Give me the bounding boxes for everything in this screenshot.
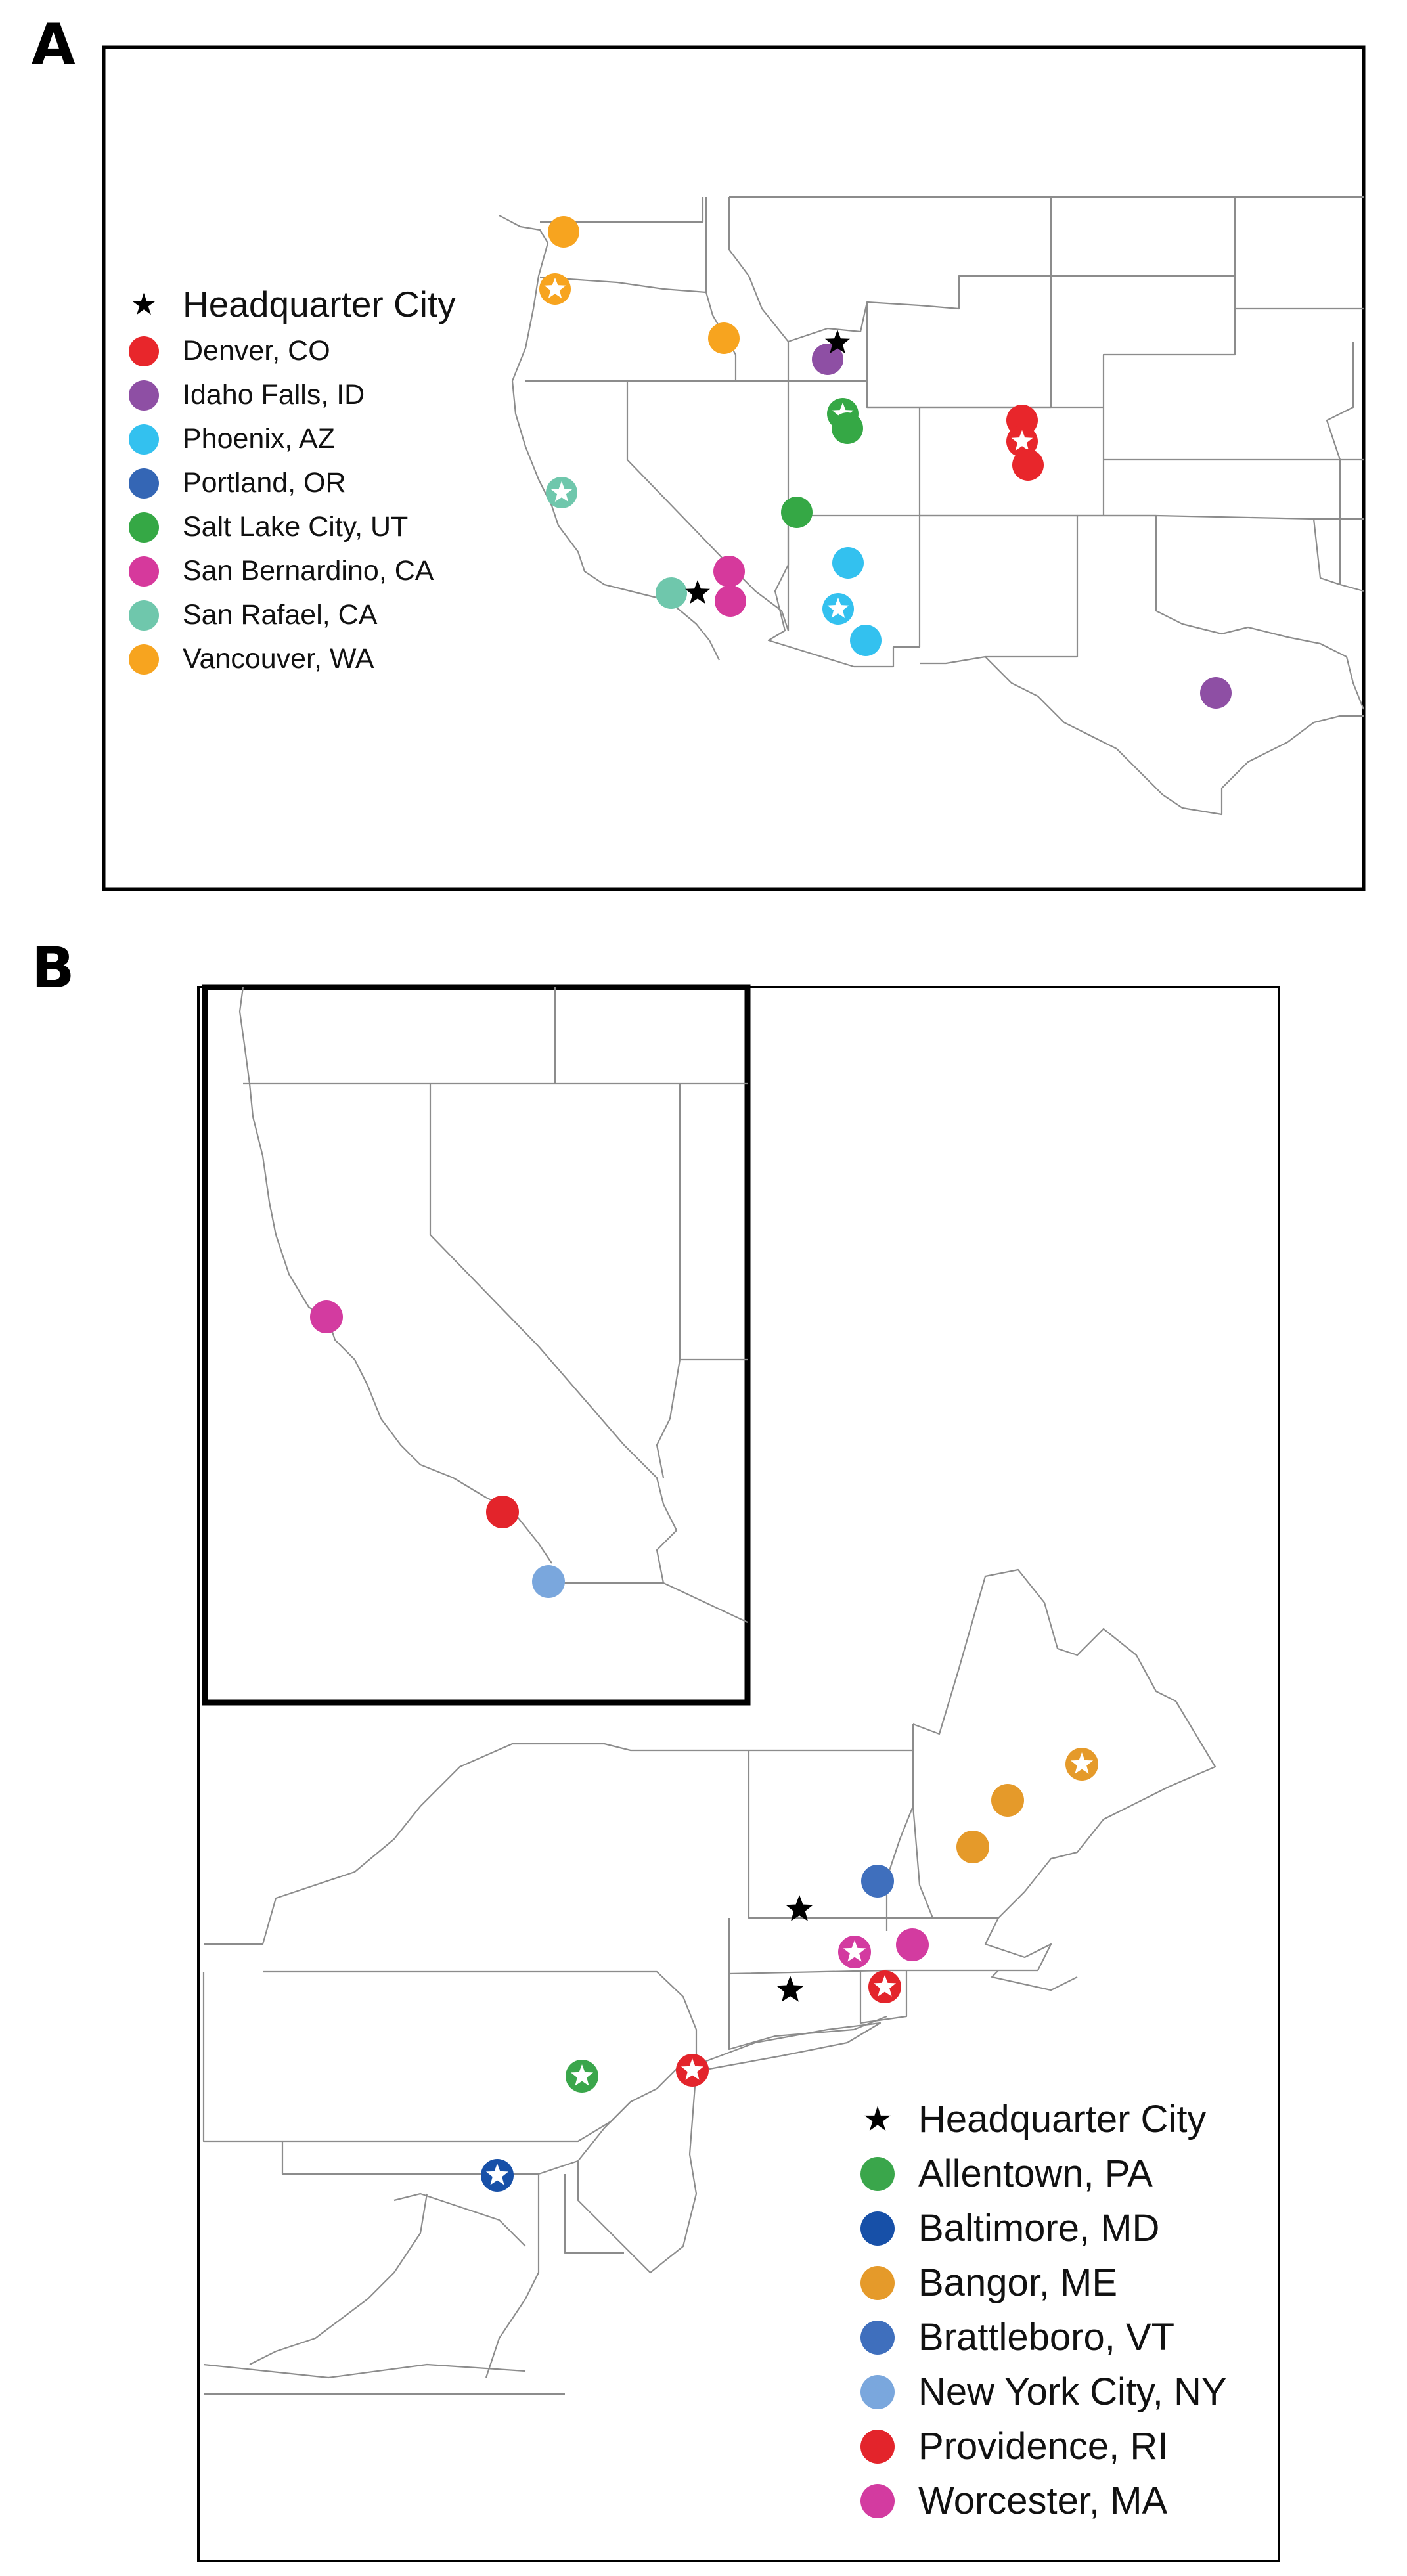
legend-a-item: Idaho Falls, ID — [129, 373, 456, 417]
legend-b-title: Headquarter City — [918, 2098, 1207, 2141]
legend-a-item: Salt Lake City, UT — [129, 505, 456, 549]
white-star-icon — [550, 481, 573, 502]
legend-swatch — [129, 512, 159, 543]
legend-b-item: New York City, NY — [860, 2365, 1227, 2419]
legend-label: Salt Lake City, UT — [183, 511, 409, 543]
legend-swatch — [860, 2265, 895, 2300]
legend-label: Bangor, ME — [918, 2261, 1118, 2304]
legend-a-title-row: ★ Headquarter City — [129, 279, 456, 329]
white-star-icon — [843, 1940, 866, 1962]
white-star-icon — [485, 2164, 509, 2185]
legend-label: Allentown, PA — [918, 2152, 1153, 2195]
headquarter-star-icon — [786, 1895, 813, 1921]
site-marker — [715, 585, 746, 617]
legend-swatch — [129, 600, 159, 631]
legend-label: New York City, NY — [918, 2370, 1227, 2413]
legend-label: Denver, CO — [183, 335, 330, 366]
legend-a: ★ Headquarter City Denver, CO Idaho Falls… — [129, 279, 456, 681]
western-us-map — [102, 45, 1366, 891]
legend-swatch — [860, 2320, 895, 2355]
site-markers-a — [539, 216, 1232, 709]
panel-label-a: A — [32, 12, 76, 78]
legend-swatch — [129, 380, 159, 411]
legend-b-item: Providence, RI — [860, 2419, 1227, 2474]
site-marker — [708, 322, 740, 354]
site-marker — [486, 1496, 519, 1528]
legend-label: Worcester, MA — [918, 2479, 1168, 2522]
legend-a-item: Portland, OR — [129, 461, 456, 505]
site-marker — [713, 556, 745, 587]
legend-label: Brattleboro, VT — [918, 2316, 1175, 2359]
site-marker — [861, 1865, 894, 1898]
headquarter-star-icon: ★ — [862, 2100, 893, 2139]
white-star-icon — [1011, 430, 1033, 451]
site-marker — [781, 497, 813, 528]
site-marker — [1200, 677, 1232, 709]
legend-label: Vancouver, WA — [183, 643, 374, 675]
white-star-icon — [570, 2064, 594, 2086]
site-marker — [832, 412, 863, 444]
legend-swatch — [860, 2429, 895, 2464]
headquarter-star-icon — [685, 580, 710, 604]
legend-label: Portland, OR — [183, 467, 346, 499]
inset-state-borders — [238, 987, 748, 1623]
legend-label: Idaho Falls, ID — [183, 379, 365, 411]
california-inset-frame — [202, 984, 751, 1706]
legend-swatch — [860, 2374, 895, 2409]
legend-label: San Rafael, CA — [183, 599, 378, 631]
site-marker — [1012, 449, 1044, 481]
site-marker — [896, 1928, 929, 1961]
site-marker — [310, 1300, 343, 1333]
legend-swatch — [129, 468, 159, 499]
legend-swatch — [860, 2211, 895, 2246]
legend-a-item: San Rafael, CA — [129, 593, 456, 637]
legend-b-item: Bangor, ME — [860, 2255, 1227, 2310]
legend-b-item: Baltimore, MD — [860, 2201, 1227, 2255]
white-star-icon — [873, 1975, 897, 1997]
legend-b-item: Worcester, MA — [860, 2474, 1227, 2528]
headquarter-star-icon — [776, 1976, 804, 2002]
legend-b-title-row: ★ Headquarter City — [860, 2092, 1227, 2146]
site-markers-b — [310, 1300, 1098, 2192]
legend-swatch — [860, 2483, 895, 2518]
site-marker — [850, 625, 882, 656]
legend-label: Phoenix, AZ — [183, 423, 335, 455]
panel-label-b: B — [32, 935, 75, 1001]
white-star-icon — [681, 2058, 704, 2080]
white-star-icon — [827, 597, 849, 618]
legend-a-title: Headquarter City — [183, 284, 456, 324]
white-star-icon — [544, 277, 566, 298]
legend-b-item: Allentown, PA — [860, 2146, 1227, 2201]
legend-label: Baltimore, MD — [918, 2207, 1160, 2250]
legend-swatch — [129, 556, 159, 587]
legend-b-item: Brattleboro, VT — [860, 2310, 1227, 2365]
legend-swatch — [129, 336, 159, 366]
map-a-frame — [102, 45, 1366, 891]
legend-swatch — [860, 2156, 895, 2191]
site-marker — [956, 1831, 989, 1863]
legend-a-item: Phoenix, AZ — [129, 417, 456, 461]
legend-swatch — [129, 644, 159, 675]
site-marker — [991, 1784, 1024, 1817]
site-marker — [548, 216, 579, 248]
site-marker — [532, 1565, 565, 1598]
legend-b: ★ Headquarter City Allentown, PA Baltimor… — [860, 2092, 1227, 2528]
site-marker — [832, 547, 864, 579]
white-star-icon — [832, 402, 854, 423]
white-star-icon — [1070, 1752, 1094, 1774]
legend-a-item: San Bernardino, CA — [129, 549, 456, 593]
legend-a-item: Vancouver, WA — [129, 637, 456, 681]
site-marker — [812, 344, 843, 375]
legend-a-item: Denver, CO — [129, 329, 456, 373]
legend-swatch — [129, 424, 159, 455]
northeast-state-borders — [202, 1568, 1217, 2395]
headquarter-star-icon: ★ — [130, 287, 158, 321]
headquarter-star-icon — [825, 330, 850, 354]
legend-label: Providence, RI — [918, 2425, 1169, 2468]
legend-label: San Bernardino, CA — [183, 555, 434, 587]
site-marker — [656, 577, 687, 609]
